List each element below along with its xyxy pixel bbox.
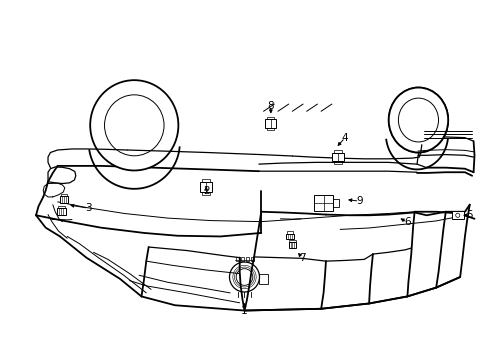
Bar (245, 257, 249, 261)
Bar (251, 257, 254, 261)
Bar (286, 231, 292, 234)
Bar (267, 117, 274, 120)
Text: 7: 7 (298, 253, 305, 262)
Ellipse shape (388, 87, 447, 153)
Text: 6: 6 (403, 217, 410, 227)
Bar (57, 208, 65, 215)
Text: 9: 9 (355, 196, 362, 206)
Bar (241, 257, 244, 261)
Bar (202, 179, 210, 183)
Bar (334, 162, 341, 165)
Bar (259, 274, 267, 284)
Bar (450, 211, 463, 219)
Bar (313, 195, 332, 211)
Bar (58, 206, 65, 208)
Bar (331, 153, 343, 162)
Bar (334, 150, 341, 153)
Bar (61, 194, 67, 196)
Bar (267, 128, 274, 130)
Bar (200, 183, 212, 192)
Bar (236, 257, 239, 261)
Bar (288, 239, 295, 242)
Bar (288, 242, 296, 248)
Bar (265, 120, 276, 128)
Text: 3: 3 (85, 203, 92, 213)
Bar (202, 192, 210, 195)
Text: 4: 4 (341, 133, 348, 143)
Bar (332, 199, 339, 207)
Text: 5: 5 (466, 210, 472, 220)
Ellipse shape (90, 80, 178, 171)
Bar (286, 234, 293, 239)
Text: 1: 1 (241, 306, 247, 315)
Bar (60, 196, 67, 203)
Text: 8: 8 (267, 101, 274, 111)
Text: 2: 2 (203, 186, 209, 195)
